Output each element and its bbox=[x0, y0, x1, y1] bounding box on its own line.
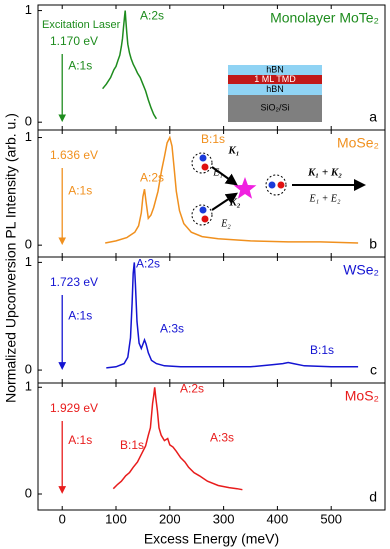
panel-letter: c bbox=[370, 362, 377, 378]
exciton bbox=[265, 174, 287, 196]
peak-label: A:1s bbox=[68, 433, 92, 447]
layer bbox=[228, 65, 322, 75]
x-tick-label: 400 bbox=[267, 511, 289, 526]
plot-frame bbox=[37, 382, 386, 511]
peak-label: A:3s bbox=[210, 431, 234, 445]
peak-label: A:3s bbox=[160, 321, 184, 335]
excitation-energy: 1.929 eV bbox=[50, 401, 98, 415]
panel-letter: a bbox=[369, 109, 377, 125]
y-tick-label: 1 bbox=[25, 129, 32, 144]
layer bbox=[228, 95, 322, 122]
data-line bbox=[112, 387, 243, 491]
panel-title: Monolayer MoTe₂ bbox=[270, 10, 379, 26]
panel-title: MoSe₂ bbox=[337, 135, 379, 151]
laser-label: Excitation Laser bbox=[42, 19, 121, 31]
panel-title: WSe₂ bbox=[343, 262, 379, 278]
y-tick-label: 1 bbox=[25, 379, 32, 394]
electron bbox=[268, 181, 276, 189]
peak-label: B:1s bbox=[310, 343, 334, 357]
hole bbox=[201, 215, 209, 223]
x-axis-label: Excess Energy (meV) bbox=[144, 531, 279, 547]
schematic-label: K₂ bbox=[228, 197, 240, 209]
x-tick-label: 200 bbox=[159, 511, 181, 526]
peak-label: A:2s bbox=[180, 382, 204, 396]
electron bbox=[199, 154, 207, 162]
peak-label: B:1s bbox=[120, 438, 144, 452]
schematic-label: E₂ bbox=[220, 218, 231, 229]
layer-label: hBN bbox=[266, 84, 284, 94]
arrow bbox=[211, 166, 238, 186]
x-tick-label: 500 bbox=[320, 511, 342, 526]
schematic-label: E₁ bbox=[212, 167, 223, 178]
excitation-energy: 1.636 eV bbox=[50, 148, 98, 162]
y-axis-label: Normalized Upconversion PL Intensity (ar… bbox=[3, 113, 19, 403]
electron bbox=[199, 206, 207, 214]
panel-letter: b bbox=[369, 236, 377, 252]
layer-label: hBN bbox=[266, 64, 284, 74]
hole bbox=[201, 163, 209, 171]
panel-letter: d bbox=[369, 489, 377, 505]
x-tick-label: 100 bbox=[105, 511, 127, 526]
peak-label: A:2s bbox=[136, 257, 160, 271]
layer bbox=[228, 75, 322, 84]
exciton bbox=[191, 204, 213, 226]
y-tick-label: 0 bbox=[25, 485, 32, 500]
peak-label: A:1s bbox=[68, 59, 92, 73]
exciton bbox=[191, 152, 213, 174]
excitation-energy: 1.170 eV bbox=[50, 34, 98, 48]
y-tick-label: 0 bbox=[25, 362, 32, 377]
y-tick-label: 1 bbox=[25, 2, 32, 17]
excitation-energy: 1.723 eV bbox=[50, 275, 98, 289]
peak-label: A:2s bbox=[140, 8, 164, 22]
arrow bbox=[211, 192, 238, 211]
peak-label: A:1s bbox=[68, 184, 92, 198]
photon-star bbox=[233, 177, 257, 199]
peak-label: A:2s bbox=[140, 171, 164, 185]
panel-title: MoS₂ bbox=[345, 388, 379, 404]
peak-label: A:1s bbox=[68, 308, 92, 322]
y-tick-label: 1 bbox=[25, 254, 32, 269]
schematic-label: K₁ + K₂ bbox=[307, 167, 342, 179]
schematic-label: K₁ bbox=[227, 145, 239, 157]
layer bbox=[228, 84, 322, 95]
data-line bbox=[105, 135, 359, 244]
layer-label: SiO₂/Si bbox=[261, 102, 290, 112]
x-tick-label: 300 bbox=[213, 511, 235, 526]
y-tick-label: 0 bbox=[25, 237, 32, 252]
peak-label: B:1s bbox=[201, 132, 225, 146]
layer-label: 1 ML TMD bbox=[254, 74, 296, 84]
x-tick-label: 0 bbox=[59, 511, 66, 526]
hole bbox=[277, 181, 285, 189]
data-line bbox=[106, 262, 359, 369]
y-tick-label: 0 bbox=[25, 114, 32, 129]
data-line bbox=[102, 10, 158, 120]
schematic-label: E₁ + E₂ bbox=[309, 193, 341, 204]
